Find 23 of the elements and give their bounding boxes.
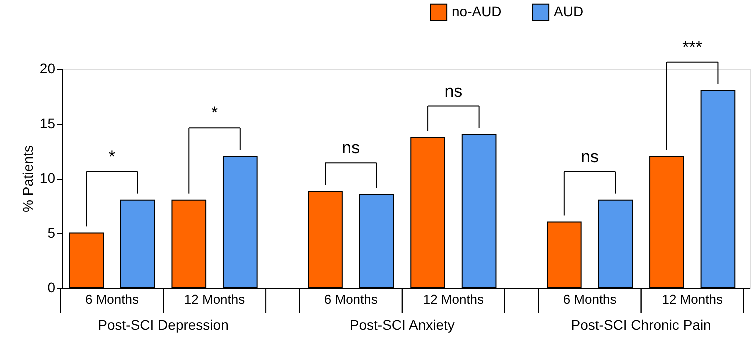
y-tick-label: 20 xyxy=(40,60,56,76)
annotation: ns xyxy=(444,82,463,101)
x-tick-label: 12 Months xyxy=(184,292,246,307)
x-tick-label: 6 Months xyxy=(563,292,618,307)
legend-label: no-AUD xyxy=(452,3,502,20)
x-tick-label: 6 Months xyxy=(324,292,378,307)
y-tick-label: 5 xyxy=(48,224,56,241)
legend-label: AUD xyxy=(554,3,584,20)
y-tick-label: 10 xyxy=(40,170,56,186)
annotation: ns xyxy=(342,138,360,158)
x-tick-label: 6 Months xyxy=(86,292,140,307)
text: *** xyxy=(682,38,703,57)
annotation: * xyxy=(211,104,218,123)
text: Post-SCI Depression xyxy=(98,317,229,333)
text: Post-SCI Chronic Pain xyxy=(571,317,712,333)
text: Post-SCI Anxiety xyxy=(350,317,455,333)
y-axis-title: % Patients xyxy=(20,146,36,212)
annotation: ns xyxy=(581,147,600,166)
y-tick-label: 15 xyxy=(40,115,56,132)
y-tick-label: 0 xyxy=(48,280,56,296)
x-tick-label: 12 Months xyxy=(662,292,724,307)
x-tick-label: 12 Months xyxy=(423,292,485,307)
annotation: * xyxy=(108,147,116,166)
